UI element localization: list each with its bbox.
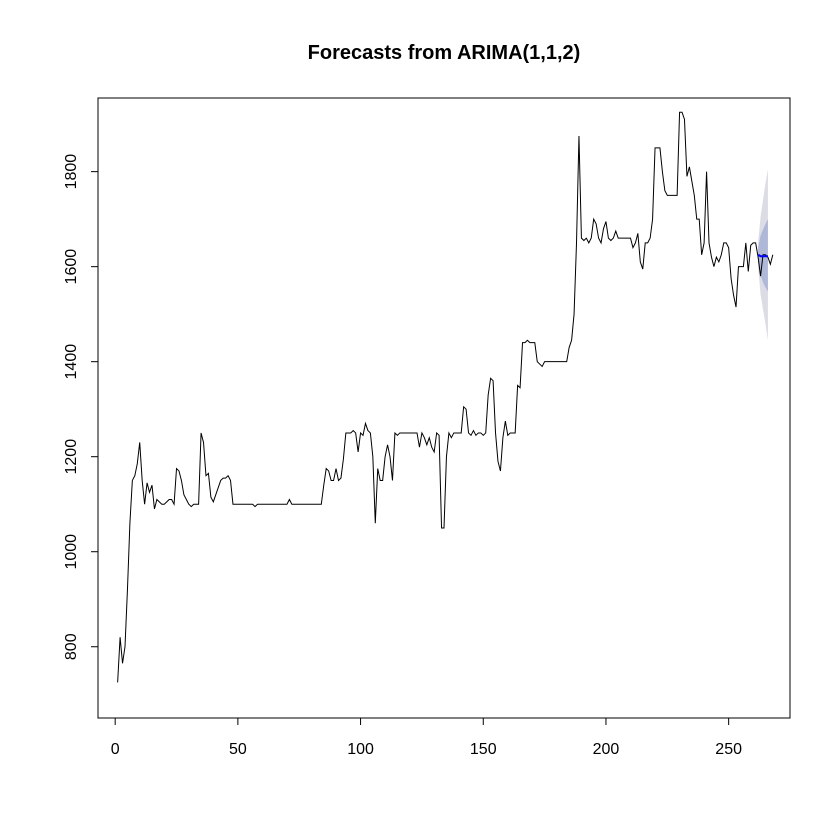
y-tick-label: 1000: [63, 534, 80, 570]
x-tick-label: 150: [470, 741, 497, 758]
forecast-line: [757, 253, 768, 258]
y-tick-label: 1200: [63, 439, 80, 475]
x-tick-label: 50: [229, 741, 247, 758]
x-axis: 0 50 100 150 200 250: [111, 717, 742, 758]
plot-frame: [97, 97, 791, 719]
chart-title: Forecasts from ARIMA(1,1,2): [308, 42, 581, 64]
y-tick-label: 800: [63, 633, 80, 660]
y-axis: 800 1000 1200 1400 1600 1800: [63, 154, 99, 660]
y-tick-label: 1400: [63, 344, 80, 380]
history-line: [117, 111, 774, 683]
x-tick-label: 0: [111, 741, 120, 758]
y-tick-label: 1800: [63, 154, 80, 190]
x-tick-label: 200: [593, 741, 620, 758]
x-tick-label: 100: [347, 741, 374, 758]
y-tick-label: 1600: [63, 249, 80, 285]
x-tick-label: 250: [715, 741, 742, 758]
